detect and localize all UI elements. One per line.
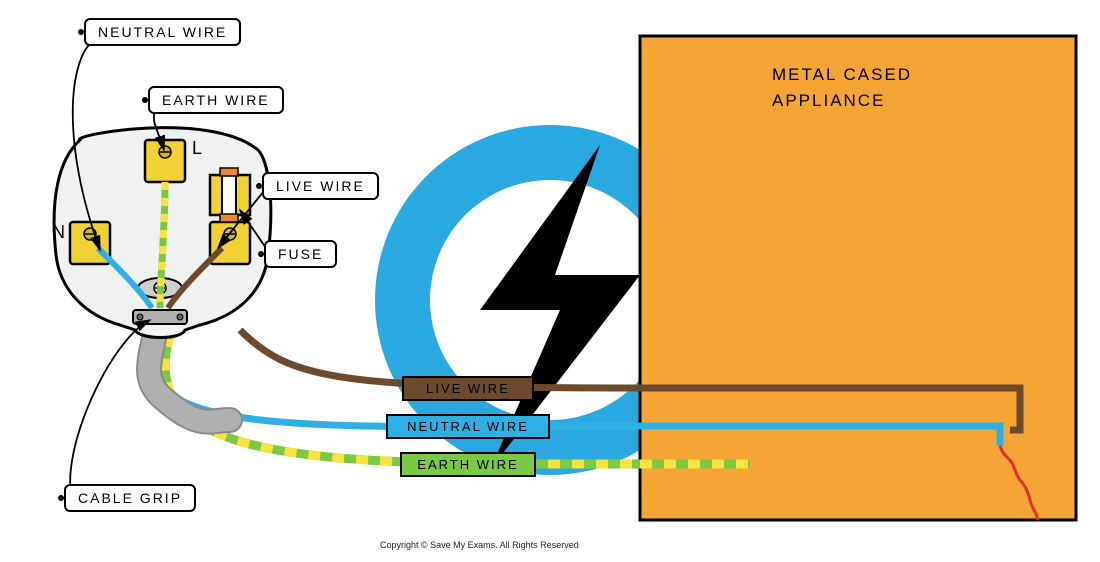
appliance-label-line1: METAL CASED bbox=[772, 65, 912, 84]
label-live-wire-top: LIVE WIRE bbox=[262, 172, 379, 200]
diagram-svg bbox=[0, 0, 1100, 557]
label-neutral-wire-top: NEUTRAL WIRE bbox=[84, 18, 241, 46]
label-neutral-wire-h: NEUTRAL WIRE bbox=[386, 414, 550, 439]
appliance-label-line2: APPLIANCE bbox=[772, 91, 885, 110]
label-earth-wire-top: EARTH WIRE bbox=[148, 86, 284, 114]
pointer-cable-grip bbox=[70, 320, 150, 498]
label-cable-grip: CABLE GRIP bbox=[64, 484, 196, 512]
fuse-cap-top bbox=[220, 168, 238, 176]
copyright-text: Copyright © Save My Exams. All Rights Re… bbox=[380, 540, 579, 550]
fuse-body bbox=[222, 172, 236, 218]
plug-body bbox=[54, 128, 271, 338]
label-earth-wire-h: EARTH WIRE bbox=[400, 452, 536, 477]
label-live-wire-h: LIVE WIRE bbox=[402, 376, 534, 401]
appliance-label: METAL CASED APPLIANCE bbox=[772, 62, 912, 113]
fuse-cap-bottom bbox=[220, 214, 238, 222]
plug-n-label: N bbox=[52, 222, 67, 243]
plug-l-label: L bbox=[192, 138, 204, 159]
label-fuse: FUSE bbox=[264, 240, 337, 268]
